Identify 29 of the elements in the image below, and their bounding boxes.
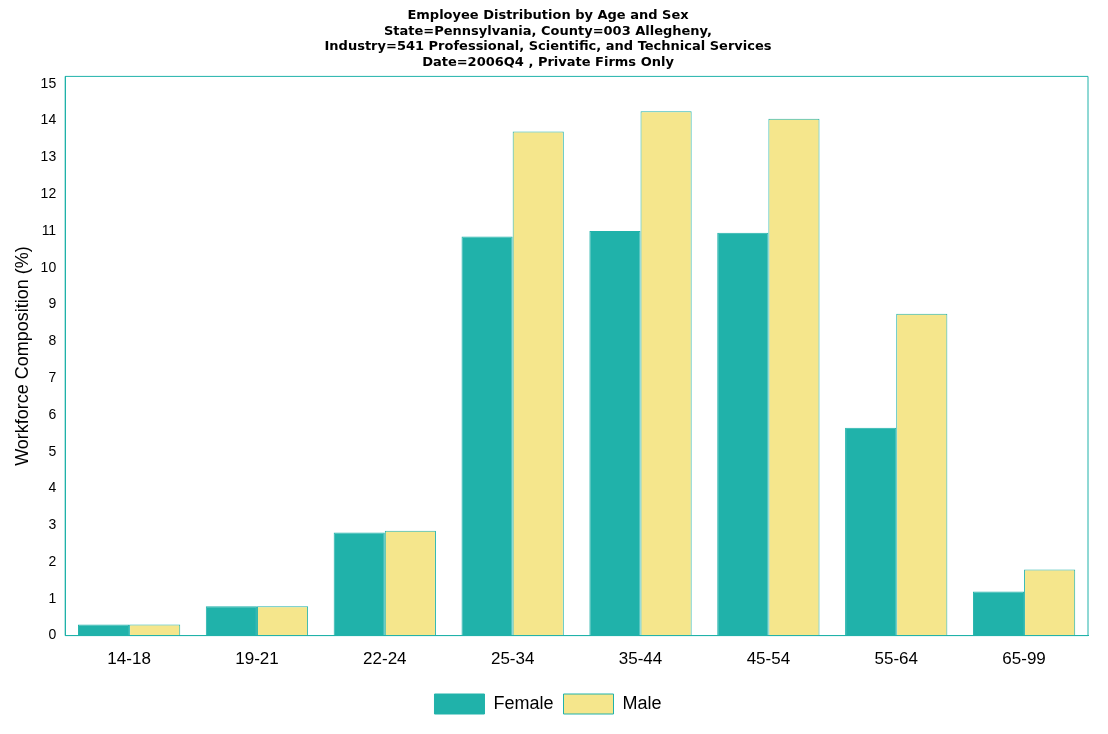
y-tick-label: 14 [40,111,57,128]
x-tick-label: 65-99 [1002,649,1046,669]
y-tick-label: 15 [40,74,57,91]
y-tick-label: 3 [48,516,57,533]
chart-subtitle: State=Pennsylvania, County=003 Allegheny, Industry=541 Professional, Scientific, and Technical Services Date=2006Q4 , Private Firms Only [324,22,772,69]
y-tick-label: 2 [48,552,57,569]
legend-label: Female [493,692,554,713]
y-tick-label: 13 [40,148,57,165]
y-tick-label: 6 [48,405,57,422]
y-tick-label: 11 [41,221,57,238]
y-tick-label: 5 [48,442,57,459]
x-tick-label: 55-64 [874,649,918,669]
chart-title: Employee Distribution by Age and Sex [407,7,690,23]
y-axis-title: Workforce Composition (%) [11,246,32,466]
x-tick-label: 14-18 [107,649,151,669]
y-tick-label: 8 [48,332,57,349]
y-tick-label: 7 [48,368,57,385]
x-tick-label: 25-34 [490,649,535,669]
y-tick-label: 9 [48,295,57,312]
y-tick-label: 12 [40,184,57,201]
legend-label: Male [622,692,662,713]
y-tick-label: 0 [48,626,57,643]
y-tick-label: 4 [48,479,57,496]
x-tick-label: 22-24 [363,649,407,669]
y-tick-label: 1 [48,589,57,606]
y-tick-label: 10 [40,258,57,275]
x-tick-label: 45-54 [746,649,791,669]
x-tick-label: 19-21 [235,649,279,669]
x-tick-label: 35-44 [618,649,663,669]
